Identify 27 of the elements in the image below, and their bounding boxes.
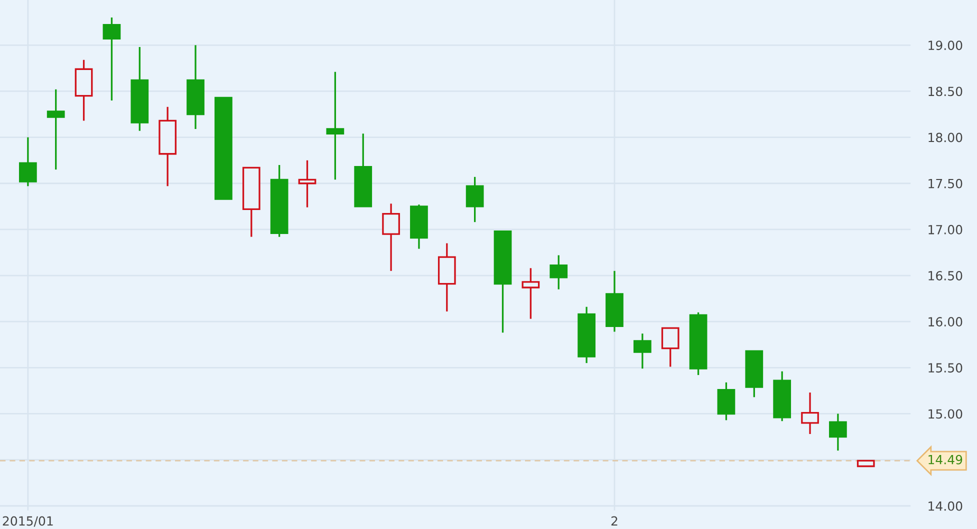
candlestick — [829, 412, 847, 452]
x-tick-label: 2 — [611, 516, 618, 526]
x-tick-label: 2015/01 — [2, 516, 53, 527]
candlestick — [102, 16, 121, 102]
candlestick — [717, 382, 736, 422]
y-tick-label: 15.50 — [928, 363, 962, 373]
candlestick — [550, 254, 568, 290]
y-tick-label: 18.00 — [928, 132, 962, 142]
y-tick-label: 16.00 — [928, 317, 962, 327]
candlestick — [18, 136, 37, 187]
y-tick-label: 14.00 — [928, 501, 962, 511]
candlestick — [801, 392, 819, 435]
y-tick-label: 16.50 — [928, 270, 962, 280]
candlestick — [633, 332, 652, 370]
candlestick — [522, 267, 540, 320]
candlestick — [382, 202, 400, 272]
candlestick — [46, 88, 65, 170]
candlestick — [466, 176, 484, 223]
y-tick-label: 17.00 — [928, 224, 962, 234]
y-tick-label: 19.00 — [928, 40, 962, 50]
candlestick — [298, 160, 316, 208]
candlestick — [326, 71, 344, 181]
ref-line-label: 14.49 — [928, 454, 962, 464]
candlestick — [661, 327, 680, 368]
y-tick-label: 15.00 — [928, 409, 962, 419]
y-tick-label: 18.50 — [928, 86, 962, 96]
y-tick-label: 17.50 — [928, 178, 962, 188]
